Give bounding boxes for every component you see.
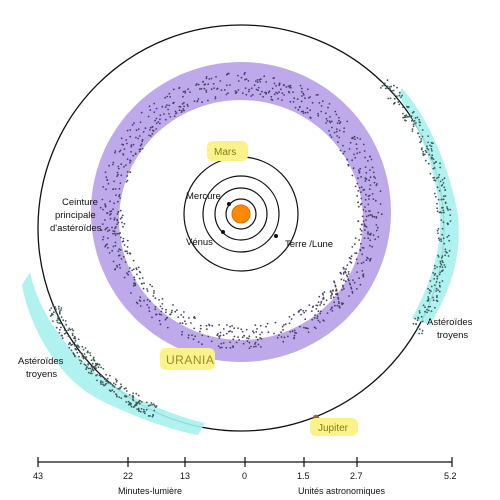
svg-text:troyens: troyens	[26, 369, 57, 380]
urania-highlight	[160, 348, 215, 370]
svg-text:Astéroïdes: Astéroïdes	[427, 317, 473, 328]
belt-asteroid-dots	[99, 71, 383, 349]
terre-label: Terre /Lune	[285, 239, 333, 250]
scale-right-title: Unités astronomiques	[298, 486, 386, 496]
mercure-planet	[227, 202, 231, 206]
scale-tick-13: 13	[180, 471, 190, 481]
ceinture-label: Ceinture principale d'astéroïdes	[50, 197, 102, 234]
venus-label: Vénus	[186, 237, 213, 248]
scale-bar: 43 22 13 0 1.5 2.7 5.2 Minutes-lumière U…	[33, 457, 457, 496]
mercure-label: Mercure	[186, 191, 221, 202]
trojans-left	[22, 272, 205, 435]
troyens-left-label: Astéroïdes troyens	[18, 356, 64, 380]
terre-orbit	[202, 175, 280, 253]
troyens-right-label: Astéroïdes troyens	[427, 317, 473, 341]
terre-planet	[274, 234, 278, 238]
svg-text:d'astéroïdes: d'astéroïdes	[50, 223, 102, 234]
jupiter-highlight	[310, 418, 358, 436]
urania-label: URANIA	[166, 353, 214, 367]
svg-text:principale: principale	[55, 210, 96, 221]
venus-planet	[221, 230, 225, 234]
scale-left-title: Minutes-lumière	[118, 486, 182, 496]
scale-tick-1-5: 1.5	[297, 471, 310, 481]
scale-tick-0: 0	[242, 471, 247, 481]
mars-highlight	[207, 141, 248, 161]
scale-tick-2-7: 2.7	[350, 471, 363, 481]
mars-label: Mars	[214, 147, 236, 158]
scale-tick-43: 43	[33, 471, 43, 481]
scale-tick-5-2: 5.2	[444, 471, 457, 481]
mercure-orbit	[225, 198, 257, 230]
scale-tick-22: 22	[123, 471, 133, 481]
svg-text:troyens: troyens	[437, 330, 468, 341]
trojans-right	[380, 79, 459, 335]
svg-text:Ceinture: Ceinture	[62, 197, 98, 208]
jupiter-label: Jupiter	[318, 423, 349, 434]
sun-icon	[231, 204, 251, 224]
svg-text:Astéroïdes: Astéroïdes	[18, 356, 64, 367]
main-asteroid-belt	[90, 62, 391, 362]
venus-orbit	[214, 187, 268, 241]
